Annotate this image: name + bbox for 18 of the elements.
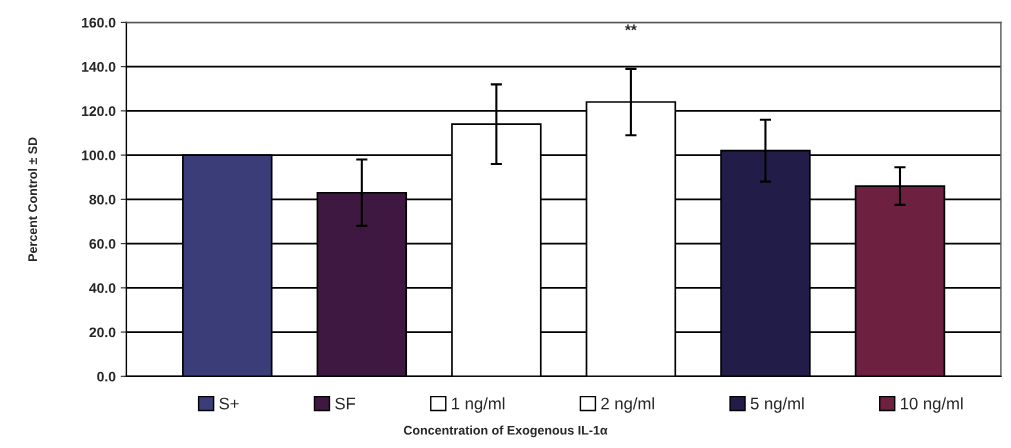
- y-tick-label: 100.0: [82, 150, 116, 161]
- annotation: **: [625, 24, 637, 31]
- legend-label: 1 ng/ml: [452, 397, 505, 413]
- y-tick-label: 40.0: [89, 283, 116, 294]
- y-tick-label: 140.0: [82, 61, 116, 72]
- y-tick-label: 120.0: [82, 106, 116, 117]
- x-axis-title: Concentration of Exogenous IL-1α: [403, 425, 608, 438]
- y-tick-label: 20.0: [89, 327, 116, 338]
- y-tick-label: 80.0: [89, 194, 116, 205]
- legend-label: 10 ng/ml: [900, 397, 963, 413]
- y-tick-label: 60.0: [89, 238, 116, 249]
- legend-label: S+: [219, 397, 239, 410]
- y-tick-label: 160.0: [82, 17, 116, 28]
- legend-label: 5 ng/ml: [750, 397, 804, 413]
- legend-label: 2 ng/ml: [601, 397, 654, 413]
- y-axis-title: Percent Control ± SD: [27, 137, 38, 261]
- legend-label: SF: [335, 397, 356, 410]
- y-tick-label: 0.0: [97, 371, 116, 382]
